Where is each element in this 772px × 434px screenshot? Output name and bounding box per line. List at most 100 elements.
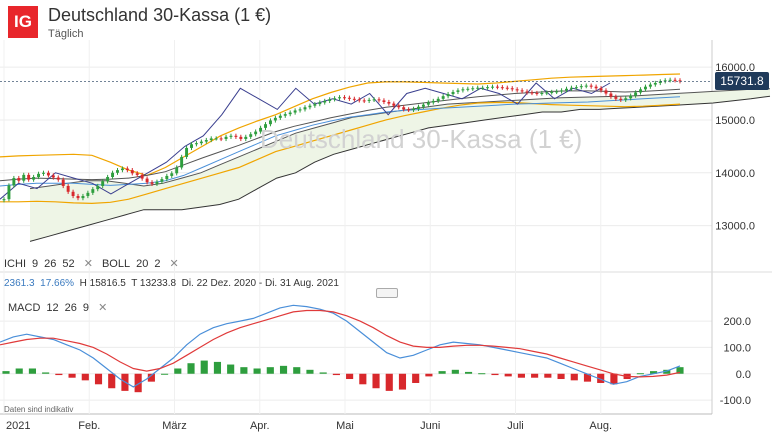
candle-body bbox=[579, 86, 583, 88]
candle-body bbox=[313, 104, 317, 106]
candle-body bbox=[308, 105, 312, 108]
ichimoku-span-b bbox=[29, 95, 771, 242]
macd-histogram-bar bbox=[346, 373, 354, 380]
candle-body bbox=[476, 87, 480, 89]
candle-body bbox=[619, 98, 623, 100]
candle-body bbox=[76, 196, 80, 199]
candle-body bbox=[639, 89, 642, 93]
macd-histogram-bar bbox=[240, 367, 248, 374]
macd-histogram-bar bbox=[570, 373, 578, 381]
candle-body bbox=[500, 87, 504, 89]
candle-body bbox=[634, 92, 638, 96]
remove-macd-button[interactable]: ✕ bbox=[98, 302, 108, 314]
y-tick-macd: 200.0 bbox=[723, 316, 751, 328]
macd-histogram-bar bbox=[359, 373, 367, 385]
candle-body bbox=[254, 131, 258, 135]
change-value: 2361.3 bbox=[4, 278, 35, 289]
boll-param-1: 20 bbox=[136, 258, 149, 270]
candle-body bbox=[540, 93, 544, 95]
candle-body bbox=[224, 136, 228, 139]
candle-body bbox=[194, 143, 198, 145]
candle-body bbox=[387, 101, 391, 104]
y-tick-main: 15000.0 bbox=[715, 115, 755, 127]
candle-body bbox=[66, 185, 70, 192]
candle-body bbox=[229, 135, 233, 137]
macd-histogram-bar bbox=[68, 373, 76, 378]
candle-body bbox=[86, 192, 90, 197]
candle-body bbox=[288, 112, 292, 115]
candle-body bbox=[412, 108, 416, 110]
pane-resize-handle[interactable] bbox=[376, 288, 398, 298]
candle-body bbox=[259, 127, 263, 132]
ichimoku-chikou bbox=[0, 82, 611, 200]
candle-body bbox=[456, 90, 460, 92]
x-tick-label: Mai bbox=[336, 420, 354, 432]
price-stats: 2361.3 17.66% H 15816.5 T 13233.8 Di. 22… bbox=[4, 278, 339, 289]
candle-body bbox=[22, 174, 26, 181]
macd-histogram-bar bbox=[187, 363, 195, 374]
macd-histogram-bar bbox=[504, 373, 512, 377]
candle-body bbox=[278, 115, 282, 118]
candle-body bbox=[165, 175, 169, 180]
candle-body bbox=[91, 189, 95, 193]
candle-body bbox=[61, 179, 65, 186]
candle-body bbox=[264, 124, 267, 128]
candle-body bbox=[417, 106, 420, 109]
macd-histogram-bar bbox=[663, 369, 671, 374]
candle-body bbox=[106, 176, 110, 182]
macd-histogram-bar bbox=[253, 368, 261, 374]
candle-body bbox=[328, 99, 332, 101]
candle-body bbox=[135, 173, 139, 175]
macd-histogram-bar bbox=[491, 373, 499, 376]
macd-histogram-bar bbox=[293, 367, 301, 374]
macd-histogram-bar bbox=[2, 371, 10, 374]
timeframe-label: Täglich bbox=[48, 28, 84, 40]
candle-body bbox=[584, 85, 588, 87]
candle-body bbox=[397, 105, 401, 108]
candle-body bbox=[249, 134, 253, 137]
candle-body bbox=[303, 107, 307, 110]
candle-body bbox=[658, 81, 662, 83]
candle-body bbox=[481, 87, 485, 89]
candle-body bbox=[673, 79, 677, 81]
indicative-note: Daten sind indikativ bbox=[4, 405, 74, 414]
macd-histogram-bar bbox=[464, 371, 473, 374]
macd-histogram-bar bbox=[108, 373, 116, 389]
candle-body bbox=[17, 178, 21, 181]
candle-body bbox=[219, 138, 223, 140]
candle-body bbox=[604, 90, 608, 94]
candle-body bbox=[624, 98, 628, 100]
macd-param-3: 9 bbox=[82, 302, 90, 314]
candle-body bbox=[204, 140, 208, 142]
candle-body bbox=[130, 170, 134, 174]
candle-body bbox=[402, 107, 406, 110]
remove-boll-button[interactable]: ✕ bbox=[169, 258, 179, 270]
candle-body bbox=[471, 88, 475, 90]
macd-histogram-bar bbox=[306, 369, 314, 374]
candle-body bbox=[323, 100, 327, 103]
candle-body bbox=[239, 136, 243, 139]
candle-body bbox=[71, 191, 75, 197]
candle-body bbox=[56, 177, 60, 180]
macd-param-1: 12 bbox=[46, 302, 59, 314]
remove-ichi-button[interactable]: ✕ bbox=[83, 258, 93, 270]
candle-body bbox=[116, 170, 119, 173]
candle-body bbox=[491, 86, 494, 88]
ichi-label[interactable]: ICHI bbox=[4, 258, 26, 270]
x-tick-label: Juli bbox=[507, 420, 524, 432]
boll-label[interactable]: BOLL bbox=[101, 258, 131, 270]
macd-histogram-bar bbox=[425, 373, 433, 377]
candle-body bbox=[273, 117, 277, 121]
macd-label[interactable]: MACD bbox=[8, 302, 41, 314]
x-tick-label: Feb. bbox=[78, 420, 100, 432]
macd-param-2: 26 bbox=[64, 302, 77, 314]
candle-body bbox=[352, 98, 356, 100]
candle-body bbox=[318, 102, 322, 105]
macd-histogram-bar bbox=[134, 373, 142, 393]
macd-histogram-bar bbox=[28, 368, 36, 374]
candle-body bbox=[407, 109, 411, 111]
macd-histogram-bar bbox=[174, 368, 182, 374]
macd-histogram-bar bbox=[438, 371, 446, 374]
macd-histogram-bar bbox=[42, 372, 50, 374]
